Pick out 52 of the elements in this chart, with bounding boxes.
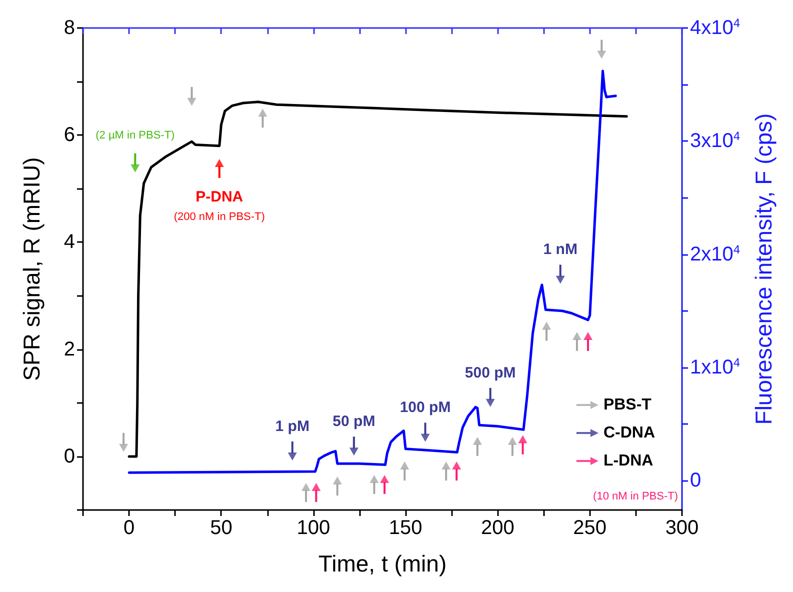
y-tick-label: 4 xyxy=(64,231,75,254)
point xyxy=(119,444,128,452)
point xyxy=(442,462,451,470)
point xyxy=(332,476,342,485)
point xyxy=(584,332,593,340)
y2-tick-label: 0 xyxy=(690,470,702,492)
legend-label: L-DNA xyxy=(603,452,654,470)
x-tick-label: 300 xyxy=(665,517,699,539)
annotation: 50 pM xyxy=(332,413,376,430)
point xyxy=(472,436,482,445)
annotation: P-DNA xyxy=(196,188,244,206)
point xyxy=(187,98,196,106)
point xyxy=(420,434,430,442)
y-tick-label: 0 xyxy=(64,445,75,468)
annotation: (10 nM in PBS-T) xyxy=(593,490,678,502)
point xyxy=(542,322,552,330)
point xyxy=(452,462,462,470)
annotation: (2 µM in PBS-T) xyxy=(96,129,175,142)
y2-axis-title: Fluorescence intensity, F (cps) xyxy=(750,113,776,425)
x-tick-label: 0 xyxy=(124,517,135,539)
point xyxy=(400,462,410,470)
y-tick-label: 2 xyxy=(64,338,75,360)
annotation: (200 nM in PBS-T) xyxy=(174,210,265,223)
point xyxy=(518,435,528,444)
x-tick-label: 250 xyxy=(573,517,607,539)
legend-label: C-DNA xyxy=(603,424,656,442)
annotation: 1 pM xyxy=(275,418,310,435)
annotation: 500 pM xyxy=(464,364,516,382)
point xyxy=(349,448,358,456)
y-tick-label: 6 xyxy=(64,124,75,146)
point xyxy=(508,436,517,445)
point xyxy=(214,158,224,167)
point xyxy=(556,276,565,284)
point xyxy=(312,482,321,491)
point xyxy=(302,482,311,491)
point xyxy=(130,164,140,172)
annotation: 1 nM xyxy=(543,241,578,258)
point xyxy=(380,474,390,483)
point xyxy=(370,474,379,483)
legend-label: PBS-T xyxy=(603,396,652,414)
point xyxy=(288,452,297,460)
point xyxy=(572,332,582,340)
x-tick-label: 50 xyxy=(210,517,232,539)
x-tick-label: 100 xyxy=(296,517,330,539)
x-tick-label: 150 xyxy=(388,517,422,539)
x-axis-title: Time, t (min) xyxy=(318,550,447,576)
annotation: 100 pM xyxy=(400,399,451,416)
y-axis-title: SPR signal, R (mRIU) xyxy=(18,157,44,381)
y-tick-label: 8 xyxy=(64,17,75,39)
x-tick-label: 200 xyxy=(481,517,514,539)
point xyxy=(258,108,268,117)
point xyxy=(486,398,495,407)
